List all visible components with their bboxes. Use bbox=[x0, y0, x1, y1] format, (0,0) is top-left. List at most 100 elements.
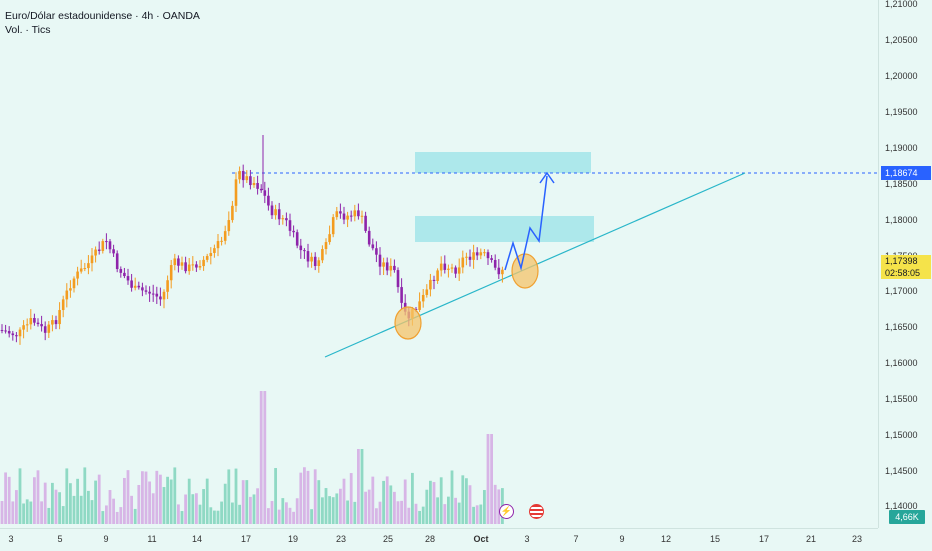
price-tick: 1,20000 bbox=[885, 71, 918, 81]
price-tick: 1,19000 bbox=[885, 143, 918, 153]
plot-area[interactable]: Euro/Dólar estadounidense · 4h · OANDA V… bbox=[0, 0, 878, 528]
candle-body bbox=[335, 211, 339, 218]
candle-body bbox=[241, 170, 245, 181]
volume-bar bbox=[411, 472, 414, 524]
volume-bar bbox=[187, 478, 191, 524]
volume-bar bbox=[126, 470, 130, 524]
target-zone-upper[interactable] bbox=[415, 152, 591, 173]
volume-bar bbox=[443, 504, 447, 524]
chart-legend: Euro/Dólar estadounidense · 4h · OANDA V… bbox=[5, 9, 200, 37]
volume-bar bbox=[209, 507, 213, 524]
candle-body bbox=[331, 217, 335, 235]
candle-body bbox=[483, 252, 486, 254]
candle-body bbox=[7, 330, 11, 334]
time-tick: 28 bbox=[424, 534, 436, 544]
target-zone-lower[interactable] bbox=[415, 216, 594, 242]
volume-bar bbox=[425, 489, 429, 524]
volume-bar bbox=[76, 478, 79, 524]
price-axis[interactable]: 1,21000 1,20500 1,20000 1,19500 1,19000 1,185… bbox=[878, 0, 932, 528]
price-tick: 1,18000 bbox=[885, 215, 918, 225]
candle-body bbox=[141, 287, 144, 291]
volume-bar bbox=[249, 496, 252, 524]
volume-bar bbox=[342, 478, 346, 524]
candle-body bbox=[349, 215, 353, 217]
volume-bar bbox=[274, 468, 277, 524]
volume-bar bbox=[223, 483, 227, 524]
volume-bar bbox=[461, 475, 465, 524]
candle-body bbox=[137, 285, 141, 288]
candle-body bbox=[184, 262, 187, 272]
volume-bar bbox=[393, 491, 396, 524]
volume-bar bbox=[234, 468, 238, 524]
symbol-title[interactable]: Euro/Dólar estadounidense · 4h · OANDA bbox=[5, 10, 200, 22]
volume-bar bbox=[180, 511, 184, 524]
zones bbox=[415, 152, 594, 242]
volume-bar bbox=[94, 480, 97, 524]
volume-bar bbox=[112, 498, 115, 524]
candle-countdown: 02:58:05 bbox=[885, 268, 921, 278]
volume-bar bbox=[115, 511, 119, 524]
candle-body bbox=[18, 329, 22, 337]
volume-legend[interactable]: Vol. · Tics bbox=[5, 24, 51, 36]
candle-body bbox=[259, 188, 263, 191]
volume-bar bbox=[65, 468, 69, 524]
volume-bar bbox=[72, 495, 76, 524]
candle-body bbox=[367, 230, 371, 245]
volume-bar bbox=[151, 493, 155, 524]
volume-bar bbox=[400, 500, 403, 524]
volume-bar bbox=[346, 500, 349, 524]
plot-svg[interactable] bbox=[0, 0, 878, 528]
volume-bar bbox=[454, 497, 457, 524]
support-touch-circle-1[interactable] bbox=[394, 306, 422, 340]
volume-bar bbox=[339, 488, 342, 524]
candle-body bbox=[360, 215, 364, 217]
candle-body bbox=[245, 176, 249, 181]
projection-path[interactable] bbox=[504, 175, 548, 271]
volume-bar bbox=[371, 476, 375, 524]
candle-body bbox=[112, 249, 115, 254]
current-price: 1,17398 bbox=[885, 256, 918, 266]
us-flag-icon[interactable] bbox=[529, 504, 544, 519]
volume-bar bbox=[429, 480, 432, 524]
volume-bar bbox=[375, 508, 378, 524]
volume-bar bbox=[202, 489, 205, 524]
candle-body bbox=[281, 218, 285, 220]
support-touch-circle-2[interactable] bbox=[511, 253, 539, 289]
time-tick: 3 bbox=[524, 534, 530, 544]
candle-body bbox=[94, 249, 97, 256]
volume-bar bbox=[144, 471, 148, 524]
volume-bar bbox=[184, 494, 187, 524]
candle-body bbox=[47, 324, 51, 333]
volume-bar bbox=[475, 505, 479, 524]
volume-bar bbox=[61, 506, 65, 524]
candle-body bbox=[223, 231, 227, 241]
volume-bar bbox=[43, 482, 47, 524]
volume-bar bbox=[267, 508, 270, 524]
volume-bar bbox=[353, 501, 357, 524]
volume-bar bbox=[313, 469, 317, 524]
candle-body bbox=[493, 259, 497, 268]
volume-bar bbox=[198, 504, 202, 524]
candle-body bbox=[33, 317, 36, 323]
volume-bar bbox=[396, 501, 400, 524]
candle-body bbox=[346, 215, 349, 220]
candle-body bbox=[15, 335, 18, 337]
candle-body bbox=[40, 324, 43, 327]
candle-body bbox=[256, 183, 259, 189]
candle-body bbox=[270, 205, 274, 216]
time-axis[interactable]: 3 5 9 11 14 17 19 23 25 28 Oct 3 7 9 12 15 17 21 23 bbox=[0, 528, 878, 551]
price-tick: 1,16500 bbox=[885, 322, 918, 332]
flash-event-icon[interactable]: ⚡ bbox=[499, 504, 514, 519]
candle-body bbox=[0, 330, 4, 331]
candle-body bbox=[213, 248, 216, 254]
volume-bar bbox=[227, 469, 231, 524]
candle-body bbox=[69, 288, 72, 291]
candle-body bbox=[497, 267, 501, 275]
time-tick: 19 bbox=[287, 534, 299, 544]
candle-body bbox=[450, 267, 454, 269]
volume-bar bbox=[479, 504, 483, 524]
candle-body bbox=[288, 220, 292, 231]
candle-body bbox=[465, 256, 468, 258]
candle-body bbox=[227, 220, 231, 232]
